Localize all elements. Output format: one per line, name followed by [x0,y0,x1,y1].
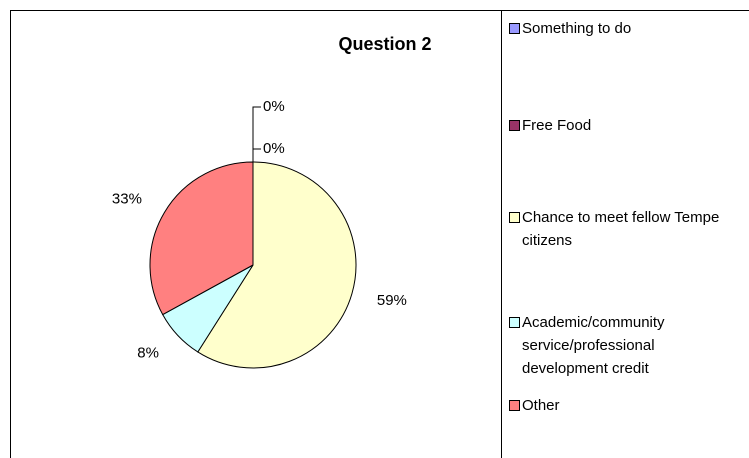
data-label: 0% [263,98,285,115]
pie-slice [149,161,254,316]
legend-swatch [509,23,520,34]
legend-swatch [509,400,520,411]
legend-label: Academic/community service/professional … [522,314,665,377]
legend-label: Other [522,397,560,414]
chart-frame [10,10,749,458]
leader-line [252,106,261,162]
legend-item: Other [509,394,729,417]
chart-title: Question 2 [338,34,431,54]
data-label: 8% [137,344,159,361]
legend-swatch [509,120,520,131]
data-label: 33% [112,190,142,207]
legend-item: Chance to meet fellow Tempe citizens [509,206,729,252]
legend-item: Something to do [509,17,729,40]
legend-label: Free Food [522,117,592,134]
pie-slice [197,161,357,369]
legend-swatch [509,317,520,328]
leader-line [252,148,261,162]
legend-item: Academic/community service/professional … [509,311,729,380]
legend-swatch [509,212,520,223]
data-label: 59% [377,292,407,309]
data-label: 0% [263,140,285,157]
legend-item: Free Food [509,114,729,137]
legend-label: Chance to meet fellow Tempe citizens [522,209,720,249]
legend-label: Something to do [522,20,632,37]
